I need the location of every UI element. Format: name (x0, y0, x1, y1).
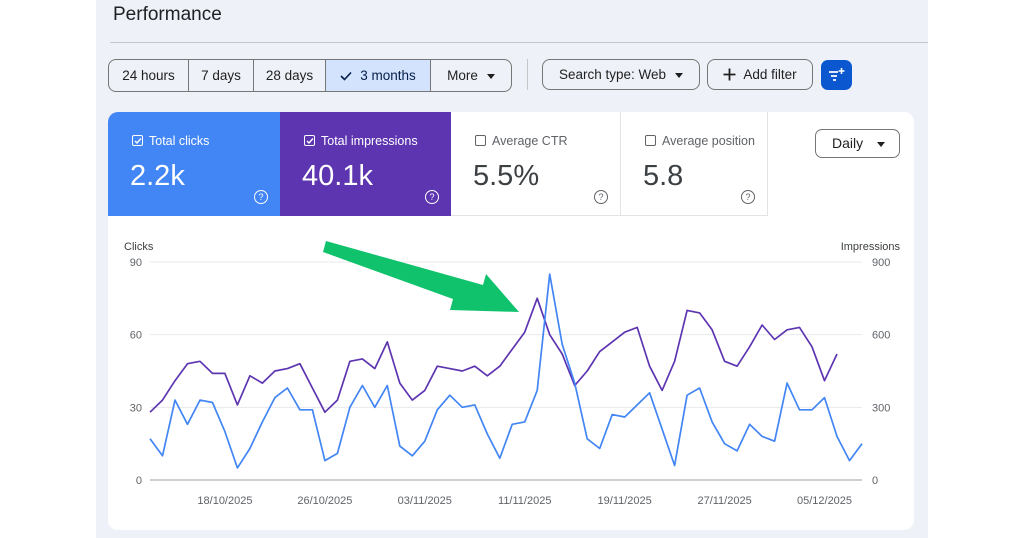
checkbox-unchecked-icon (475, 135, 486, 146)
metric-value: 2.2k (130, 160, 185, 192)
toolbar-separator (527, 59, 528, 90)
left-tick-label: 90 (130, 257, 142, 269)
metric-label: Total impressions (321, 134, 418, 148)
check-icon (340, 61, 352, 91)
metric-value: 5.8 (643, 160, 684, 192)
left-axis-title: Clicks (124, 241, 154, 253)
chart-series (149, 273, 863, 469)
range-28-days[interactable]: 28 days (254, 60, 326, 91)
checkbox-unchecked-icon (645, 135, 656, 146)
clicks-line (149, 273, 863, 469)
performance-chart: 0 30 60 90 0 300 600 900 18/10/2025 26/10/2025 0… (124, 241, 901, 507)
search-type-dropdown[interactable]: Search type: Web (542, 59, 700, 90)
granularity-label: Daily (832, 135, 864, 151)
page-title: Performance (113, 4, 222, 25)
chevron-down-icon (486, 73, 495, 79)
add-filter-button[interactable]: Add filter (707, 59, 813, 90)
metric-label-wrap: Total clicks (132, 134, 209, 148)
help-icon[interactable]: ? (594, 190, 608, 204)
chevron-down-icon (675, 72, 684, 78)
range-more-label: More (447, 68, 478, 83)
range-more-dropdown[interactable]: More (431, 60, 511, 91)
x-tick-label: 18/10/2025 (197, 495, 252, 507)
metric-value: 40.1k (302, 160, 373, 192)
right-tick-label: 0 (872, 475, 878, 487)
metric-card-average-position[interactable]: Average position 5.8 ? (621, 112, 768, 216)
filter-list-icon (828, 67, 845, 88)
range-3-months-label: 3 months (360, 68, 416, 83)
x-axis-ticks: 18/10/2025 26/10/2025 03/11/2025 11/11/2025… (197, 495, 852, 507)
right-axis-ticks: 0 300 600 900 (872, 257, 890, 487)
header-divider (110, 42, 928, 43)
x-tick-label: 19/11/2025 (598, 495, 652, 507)
metric-card-average-ctr[interactable]: Average CTR 5.5% ? (451, 112, 621, 216)
x-tick-label: 11/11/2025 (498, 495, 551, 507)
x-tick-label: 26/10/2025 (297, 495, 352, 507)
checkbox-checked-icon (132, 135, 143, 146)
left-tick-label: 30 (130, 402, 142, 414)
impressions-line (149, 297, 838, 414)
range-24-hours[interactable]: 24 hours (109, 60, 189, 91)
chart-grid (150, 261, 862, 481)
date-range-selector: 24 hours 7 days 28 days 3 months More (108, 59, 512, 92)
arrow-icon (323, 241, 519, 312)
metric-label-wrap: Average position (645, 134, 755, 148)
range-3-months[interactable]: 3 months (326, 60, 431, 91)
help-icon[interactable]: ? (741, 190, 755, 204)
x-tick-label: 05/12/2025 (797, 495, 852, 507)
left-axis-ticks: 0 30 60 90 (130, 257, 142, 487)
metric-value: 5.5% (473, 160, 540, 192)
metric-label: Average CTR (492, 134, 568, 148)
search-type-label: Search type: Web (558, 67, 667, 82)
x-tick-label: 27/11/2025 (697, 495, 751, 507)
annotation-arrow (323, 241, 519, 312)
metric-label: Average position (662, 134, 755, 148)
x-tick-label: 03/11/2025 (398, 495, 452, 507)
help-icon[interactable]: ? (254, 190, 268, 204)
granularity-dropdown[interactable]: Daily (815, 129, 900, 158)
right-axis-title: Impressions (841, 241, 901, 253)
left-tick-label: 60 (130, 330, 142, 342)
metric-card-total-impressions[interactable]: Total impressions 40.1k ? (280, 112, 451, 216)
range-7-days[interactable]: 7 days (189, 60, 254, 91)
help-icon[interactable]: ? (425, 190, 439, 204)
left-tick-label: 0 (136, 475, 142, 487)
chevron-down-icon (877, 142, 885, 147)
filter-settings-button[interactable] (821, 60, 852, 90)
metric-card-total-clicks[interactable]: Total clicks 2.2k ? (108, 112, 280, 216)
metric-label-wrap: Average CTR (475, 134, 568, 148)
checkbox-checked-icon (304, 135, 315, 146)
metric-label: Total clicks (149, 134, 210, 148)
right-tick-label: 600 (872, 330, 890, 342)
add-filter-label: Add filter (743, 67, 797, 82)
metric-label-wrap: Total impressions (304, 134, 418, 148)
right-tick-label: 900 (872, 257, 890, 269)
plus-icon (723, 62, 736, 91)
right-tick-label: 300 (872, 402, 890, 414)
